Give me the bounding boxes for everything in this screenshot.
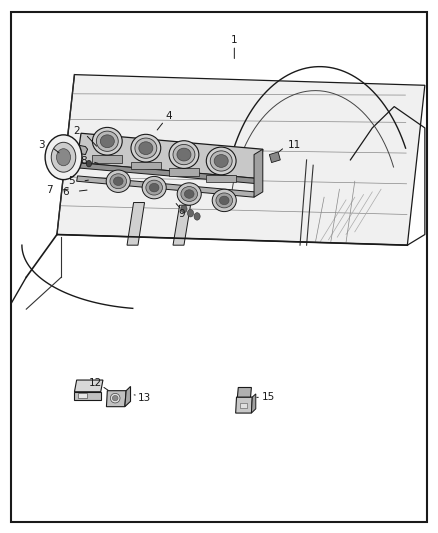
Text: 9: 9 [178, 209, 185, 219]
Text: 11: 11 [288, 140, 301, 150]
Polygon shape [77, 163, 259, 184]
Ellipse shape [135, 138, 157, 158]
Ellipse shape [106, 170, 131, 192]
Polygon shape [125, 386, 131, 407]
Polygon shape [70, 144, 88, 155]
Ellipse shape [110, 174, 127, 189]
Text: 2: 2 [73, 126, 80, 135]
Text: 3: 3 [38, 140, 45, 150]
Ellipse shape [181, 187, 198, 201]
Ellipse shape [149, 183, 159, 192]
Ellipse shape [139, 142, 153, 155]
Ellipse shape [206, 147, 236, 175]
Ellipse shape [184, 190, 194, 198]
Ellipse shape [214, 155, 228, 167]
Text: 13: 13 [138, 393, 151, 402]
Circle shape [181, 205, 187, 213]
Ellipse shape [110, 393, 120, 403]
Ellipse shape [219, 196, 229, 205]
Polygon shape [106, 391, 126, 407]
Polygon shape [127, 203, 145, 245]
Polygon shape [173, 205, 191, 245]
Circle shape [194, 213, 200, 220]
Polygon shape [206, 175, 236, 182]
Ellipse shape [96, 131, 118, 151]
Circle shape [86, 160, 92, 167]
Circle shape [57, 149, 71, 166]
Polygon shape [74, 380, 103, 392]
Polygon shape [236, 397, 252, 413]
Text: 4: 4 [165, 111, 172, 121]
Polygon shape [77, 133, 263, 179]
Ellipse shape [112, 395, 118, 401]
Text: 15: 15 [261, 392, 275, 402]
Polygon shape [269, 152, 280, 163]
Polygon shape [74, 392, 101, 400]
Ellipse shape [131, 134, 161, 162]
Bar [78, 393, 87, 398]
Polygon shape [237, 387, 251, 397]
Ellipse shape [92, 127, 122, 155]
Circle shape [51, 142, 76, 172]
Ellipse shape [169, 141, 199, 168]
Polygon shape [169, 168, 199, 176]
Bar [240, 403, 247, 408]
Polygon shape [57, 75, 425, 245]
Ellipse shape [177, 183, 201, 205]
Ellipse shape [146, 180, 162, 195]
Ellipse shape [212, 189, 237, 212]
Text: 7: 7 [46, 185, 53, 195]
Ellipse shape [210, 151, 232, 171]
Ellipse shape [177, 148, 191, 161]
Ellipse shape [142, 176, 166, 199]
Text: 6: 6 [62, 187, 69, 197]
Polygon shape [254, 149, 263, 197]
Ellipse shape [100, 135, 114, 148]
Ellipse shape [216, 193, 233, 208]
Text: 8: 8 [80, 157, 87, 166]
Polygon shape [251, 394, 256, 413]
Ellipse shape [113, 177, 123, 185]
Text: 1: 1 [231, 35, 238, 45]
Text: 5: 5 [68, 176, 75, 186]
Circle shape [45, 135, 82, 180]
Circle shape [187, 209, 194, 217]
Polygon shape [131, 162, 161, 169]
Polygon shape [77, 176, 255, 197]
Ellipse shape [173, 144, 195, 165]
Text: 12: 12 [89, 378, 102, 387]
Polygon shape [92, 155, 122, 163]
